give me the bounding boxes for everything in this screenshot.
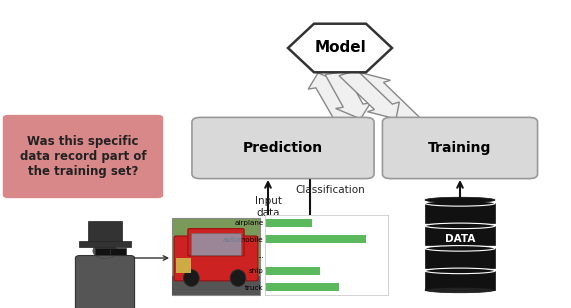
- Bar: [110, 248, 126, 255]
- Text: Was this specific
data record part of
the training set?: Was this specific data record part of th…: [19, 135, 146, 178]
- Ellipse shape: [183, 270, 199, 286]
- Ellipse shape: [425, 287, 495, 293]
- Text: Model: Model: [314, 40, 366, 55]
- Text: DATA: DATA: [445, 234, 475, 244]
- FancyBboxPatch shape: [75, 256, 135, 308]
- FancyBboxPatch shape: [174, 236, 258, 281]
- Bar: [425, 226, 495, 245]
- Ellipse shape: [230, 270, 246, 286]
- Bar: [425, 248, 495, 268]
- Text: Training: Training: [428, 141, 492, 155]
- FancyBboxPatch shape: [188, 229, 244, 256]
- Bar: [79, 241, 131, 247]
- Ellipse shape: [425, 197, 495, 203]
- Ellipse shape: [425, 223, 495, 229]
- Bar: [425, 203, 495, 222]
- Polygon shape: [325, 71, 371, 119]
- Bar: [172, 218, 260, 295]
- Ellipse shape: [425, 245, 495, 251]
- Bar: [425, 271, 495, 290]
- Text: Prediction: Prediction: [243, 141, 323, 155]
- Bar: [191, 233, 240, 255]
- Bar: [172, 276, 260, 295]
- FancyBboxPatch shape: [192, 117, 374, 179]
- Bar: [88, 221, 122, 241]
- Bar: [95, 248, 111, 255]
- Text: Input
data: Input data: [255, 196, 282, 217]
- FancyBboxPatch shape: [3, 116, 163, 197]
- Ellipse shape: [93, 243, 117, 259]
- Text: Classification: Classification: [295, 185, 365, 195]
- Polygon shape: [308, 73, 355, 122]
- Polygon shape: [288, 24, 392, 72]
- Bar: [175, 258, 191, 274]
- Ellipse shape: [425, 268, 495, 274]
- FancyBboxPatch shape: [383, 117, 537, 179]
- Polygon shape: [359, 73, 420, 123]
- Ellipse shape: [425, 201, 495, 206]
- Polygon shape: [339, 70, 399, 119]
